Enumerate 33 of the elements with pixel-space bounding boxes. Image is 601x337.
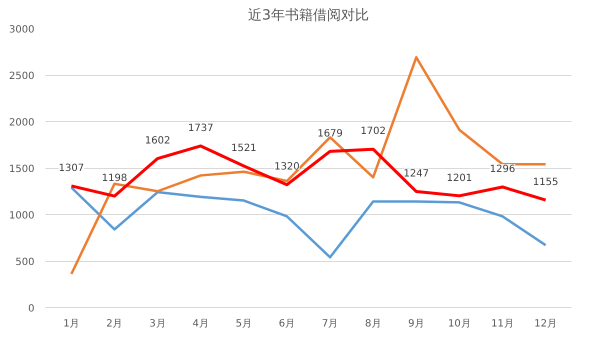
data-label: 1602: [144, 136, 170, 147]
data-label: 1737: [188, 122, 214, 134]
data-label: 1679: [317, 128, 343, 140]
x-tick-label: 10月: [448, 318, 471, 330]
x-tick-label: 12月: [534, 318, 558, 330]
x-tick-label: 4月: [192, 318, 209, 330]
data-label: 1201: [446, 172, 472, 184]
data-label: 1155: [532, 177, 558, 188]
data-label: 1320: [274, 162, 300, 173]
line-series: [70, 186, 547, 259]
y-tick-label: 1500: [9, 164, 35, 175]
data-label: 1198: [102, 173, 128, 184]
y-tick-label: 500: [15, 257, 35, 268]
x-tick-label: 11月: [491, 318, 514, 330]
y-tick-label: 2500: [9, 71, 35, 82]
data-label: 1521: [231, 143, 257, 154]
x-tick-label: 2月: [106, 318, 123, 330]
data-label: 1702: [360, 126, 386, 138]
chart-title: 近3年书籍借阅对比: [248, 8, 369, 24]
x-tick-label: 7月: [322, 318, 338, 330]
x-tick-label: 8月: [364, 318, 382, 330]
y-tick-label: 0: [28, 304, 35, 314]
x-tick-label: 6月: [278, 318, 296, 330]
x-tick-label: 3月: [149, 318, 166, 330]
data-label: 1307: [58, 162, 84, 174]
x-tick-label: 1月: [63, 318, 80, 330]
x-tick-label: 9月: [408, 318, 424, 330]
x-tick-label: 5月: [236, 318, 252, 330]
y-tick-label: 2000: [9, 118, 35, 128]
data-label: 1247: [404, 168, 430, 180]
y-tick-label: 3000: [9, 24, 35, 36]
y-tick-label: 1000: [9, 210, 35, 222]
data-label: 1296: [490, 164, 516, 175]
